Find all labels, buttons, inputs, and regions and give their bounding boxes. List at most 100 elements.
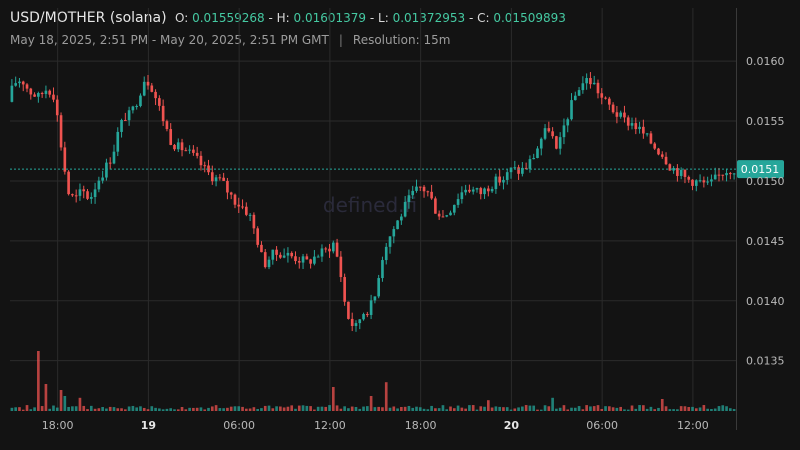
candle-body xyxy=(139,95,142,107)
time-axis[interactable]: 18:00 19 06:00 12:00 18:00 20 06:00 12:00 xyxy=(42,419,709,432)
candle-body xyxy=(33,94,36,97)
volume-bar xyxy=(282,407,286,411)
candle-body xyxy=(494,176,498,190)
volume-bar xyxy=(184,409,188,411)
candle-body xyxy=(710,179,713,182)
volume-bar xyxy=(672,409,675,411)
price-axis[interactable]: 0.0160 0.0155 0.0150 0.0145 0.0140 0.0135 xyxy=(746,55,785,368)
candle-body xyxy=(536,148,539,158)
candle-body xyxy=(199,155,203,166)
volume-bar xyxy=(377,406,380,411)
volume-bar xyxy=(305,405,309,411)
volume-bar xyxy=(120,408,123,411)
volume-bar xyxy=(426,409,430,411)
candle-body xyxy=(653,143,657,149)
time-tick-label: 06:00 xyxy=(223,419,255,432)
candle-body xyxy=(396,220,399,230)
candle-body xyxy=(377,278,380,297)
candle-body xyxy=(521,167,524,174)
candle-body xyxy=(59,115,63,148)
candle-body xyxy=(619,112,622,117)
volume-bar xyxy=(150,406,154,411)
candle-body xyxy=(551,131,554,137)
volume-bar xyxy=(316,406,320,411)
candle-body xyxy=(600,93,604,98)
volume-bar xyxy=(630,405,634,411)
candle-body xyxy=(328,248,331,252)
candle-body xyxy=(608,98,611,105)
candle-body xyxy=(475,188,479,190)
candle-body xyxy=(67,171,70,195)
low-label: - L: xyxy=(369,11,389,25)
volume-bar xyxy=(415,406,418,411)
volume-bar xyxy=(721,405,725,411)
candle-body xyxy=(407,195,411,202)
volume-bars xyxy=(10,351,736,411)
candle-body xyxy=(679,169,683,176)
candle-body xyxy=(611,104,615,113)
volume-bar xyxy=(388,407,392,411)
volume-bar xyxy=(78,397,82,411)
candle-body xyxy=(218,177,222,179)
candle-body xyxy=(195,152,199,156)
volume-bar xyxy=(657,407,660,411)
candle-body xyxy=(732,173,736,175)
candle-body xyxy=(222,177,225,181)
volume-bar xyxy=(48,408,52,411)
volume-bar xyxy=(124,409,127,411)
candle-body xyxy=(498,176,501,183)
volume-bar xyxy=(505,407,509,411)
price-tick-label: 0.0155 xyxy=(746,115,785,128)
volume-bar xyxy=(642,405,645,411)
candle-body xyxy=(286,252,290,256)
candle-body xyxy=(18,81,21,84)
volume-bar xyxy=(218,408,222,411)
volume-bar xyxy=(10,407,14,411)
volume-bar xyxy=(558,407,562,411)
candle-body xyxy=(615,112,619,117)
volume-bar xyxy=(562,405,566,411)
candle-body xyxy=(456,199,460,205)
volume-bar xyxy=(294,408,297,411)
price-tick-label: 0.0135 xyxy=(746,355,785,368)
volume-bar xyxy=(112,407,116,411)
current-price-tag xyxy=(737,160,784,179)
volume-bar xyxy=(468,405,471,411)
volume-bar xyxy=(339,408,343,411)
volume-bar xyxy=(93,408,97,411)
candle-body xyxy=(721,174,725,176)
candle-body xyxy=(517,167,520,174)
candle-body xyxy=(441,216,445,218)
candle-body xyxy=(445,215,449,217)
volume-bar xyxy=(127,406,131,411)
candle-body xyxy=(683,169,687,177)
candle-body xyxy=(245,206,248,215)
volume-bar xyxy=(33,407,36,411)
candle-body xyxy=(10,85,14,102)
volume-bar xyxy=(547,406,551,411)
candle-body xyxy=(241,206,244,208)
volume-bar xyxy=(214,405,218,411)
volume-bar xyxy=(460,407,464,411)
volume-bar xyxy=(524,405,528,411)
volume-bar xyxy=(271,408,275,411)
volume-bar xyxy=(539,409,543,411)
candle-body xyxy=(21,81,25,85)
volume-bar xyxy=(248,408,252,411)
volume-bar xyxy=(592,406,596,411)
candle-body xyxy=(524,167,528,169)
volume-bar xyxy=(18,407,21,411)
candle-body xyxy=(657,148,660,155)
volume-bar xyxy=(324,406,328,411)
volume-bar xyxy=(158,408,161,411)
candle-body xyxy=(369,300,373,315)
volume-bar xyxy=(683,406,687,411)
volume-bar xyxy=(256,408,259,411)
close-label: - C: xyxy=(468,11,490,25)
candle-body xyxy=(180,142,184,151)
candle-body xyxy=(294,256,297,262)
candle-body xyxy=(392,229,396,237)
volume-bar xyxy=(706,408,709,411)
